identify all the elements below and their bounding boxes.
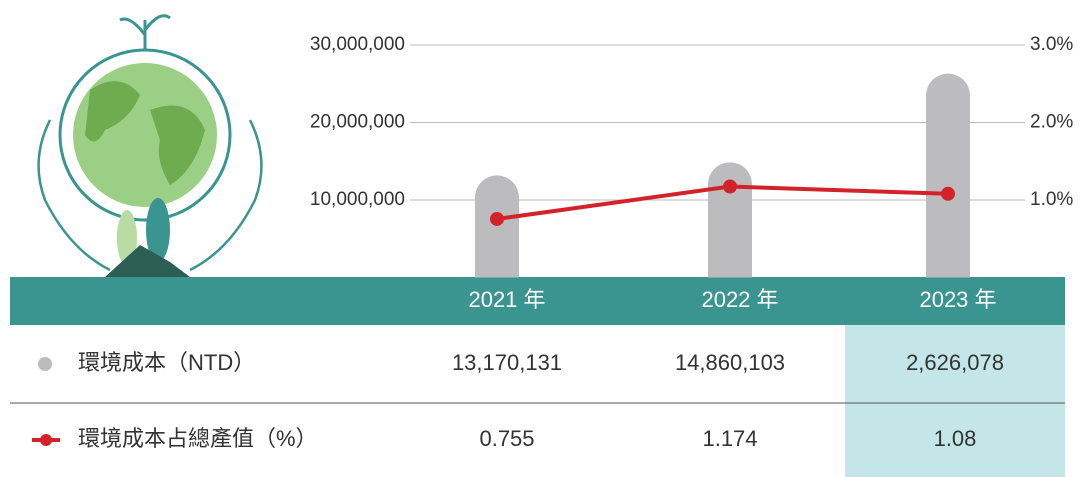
- bar: [475, 175, 519, 278]
- table-cell: 2,626,078: [906, 350, 1004, 375]
- bar: [926, 73, 970, 278]
- header-band: [10, 277, 1065, 325]
- y2-tick-label: 1.0%: [1030, 189, 1073, 210]
- y-tick-label: 30,000,000: [310, 34, 405, 55]
- table-cell: 1.174: [702, 426, 757, 451]
- y-tick-label: 10,000,000: [310, 189, 405, 210]
- highlight-column: [845, 325, 1065, 477]
- bar: [708, 162, 752, 278]
- table-cell: 14,860,103: [675, 350, 785, 375]
- illustration: [37, 14, 263, 277]
- legend-line-icon: [40, 434, 52, 446]
- line-point: [941, 186, 955, 201]
- line-point: [723, 179, 737, 194]
- y-tick-label: 20,000,000: [310, 112, 405, 133]
- line-point: [490, 211, 504, 226]
- table-cell: 0.755: [479, 426, 534, 451]
- column-header: 2022 年: [701, 287, 778, 312]
- table-cell: 1.08: [934, 426, 977, 451]
- column-header: 2023 年: [919, 287, 996, 312]
- row-label: 環境成本（NTD）: [78, 350, 255, 375]
- legend-bar-icon: [38, 357, 52, 371]
- y2-tick-label: 2.0%: [1030, 112, 1073, 133]
- table-cell: 13,170,131: [452, 350, 562, 375]
- column-header: 2021 年: [468, 287, 545, 312]
- y2-tick-label: 3.0%: [1030, 34, 1073, 55]
- row-label: 環境成本占總產值（%）: [78, 426, 318, 451]
